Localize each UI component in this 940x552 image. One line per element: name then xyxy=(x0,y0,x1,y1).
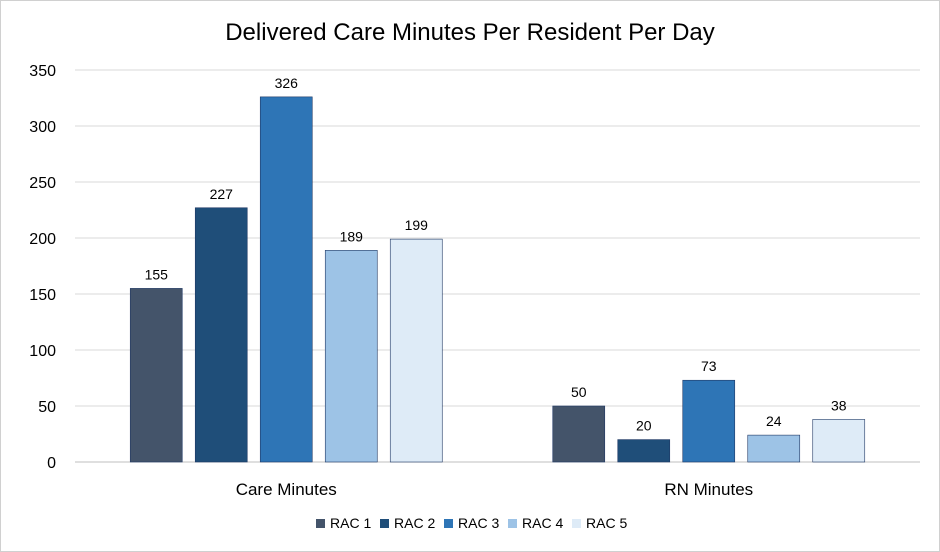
legend-label: RAC 3 xyxy=(458,515,499,531)
x-category-label: Care Minutes xyxy=(236,480,337,499)
data-label: 189 xyxy=(340,228,364,244)
bar xyxy=(389,238,443,463)
legend-label: RAC 2 xyxy=(394,515,435,531)
y-tick-label: 250 xyxy=(29,175,56,192)
x-category-label: RN Minutes xyxy=(664,480,753,499)
data-label: 73 xyxy=(701,358,717,374)
bar xyxy=(747,434,801,463)
y-tick-label: 150 xyxy=(29,287,56,304)
legend-label: RAC 1 xyxy=(330,515,371,531)
legend-swatch xyxy=(316,519,325,528)
bar xyxy=(194,207,248,463)
legend-swatch xyxy=(508,519,517,528)
legend-label: RAC 5 xyxy=(586,515,627,531)
data-label: 50 xyxy=(571,384,587,400)
y-tick-label: 0 xyxy=(47,455,56,472)
data-label: 227 xyxy=(210,186,234,202)
bar xyxy=(259,96,313,463)
legend-label: RAC 4 xyxy=(522,515,563,531)
bar xyxy=(682,379,736,463)
legend: RAC 1 RAC 2 RAC 3 RAC 4 RAC 5 xyxy=(316,515,627,531)
data-label: 20 xyxy=(636,418,652,434)
bar xyxy=(617,439,671,463)
data-label: 38 xyxy=(831,397,847,413)
y-tick-label: 100 xyxy=(29,343,56,360)
y-tick-label: 350 xyxy=(29,63,56,80)
y-tick-label: 50 xyxy=(38,399,56,416)
bar xyxy=(129,288,183,463)
bar xyxy=(324,250,378,463)
data-label: 326 xyxy=(275,75,299,91)
legend-swatch xyxy=(572,519,581,528)
y-tick-label: 200 xyxy=(29,231,56,248)
y-tick-label: 300 xyxy=(29,119,56,136)
chart-title: Delivered Care Minutes Per Resident Per … xyxy=(225,19,715,46)
data-labels: 155 227 326 189 199 50 20 73 24 38 xyxy=(145,75,847,434)
bars xyxy=(129,96,866,463)
y-axis-ticks: 0 50 100 150 200 250 300 350 xyxy=(29,63,56,472)
data-label: 24 xyxy=(766,413,782,429)
category-labels: Care Minutes RN Minutes xyxy=(236,480,753,499)
bar xyxy=(552,405,606,463)
legend-swatch xyxy=(380,519,389,528)
data-label: 155 xyxy=(145,266,169,282)
legend-swatch xyxy=(444,519,453,528)
data-label: 199 xyxy=(405,217,429,233)
bar xyxy=(812,419,866,463)
